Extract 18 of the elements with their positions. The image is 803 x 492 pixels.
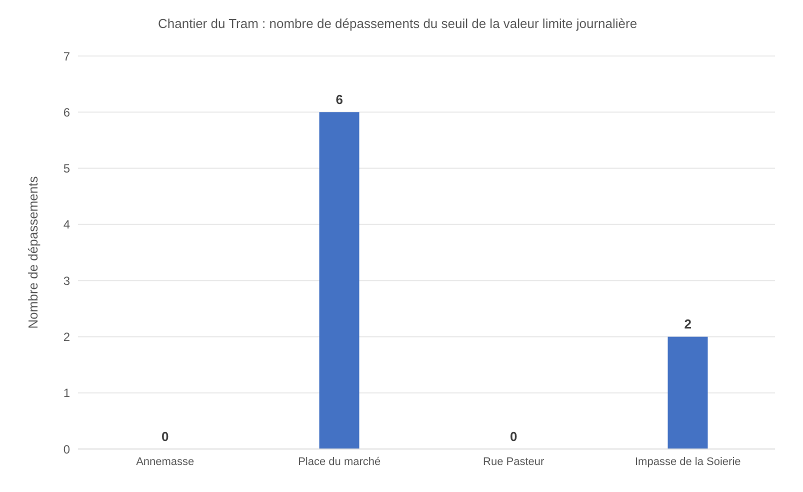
y-tick-label: 1 [63,386,70,400]
x-tick-label: Impasse de la Soierie [634,456,741,468]
y-tick-label: 6 [63,105,70,120]
data-label: 6 [336,92,343,108]
y-tick-label: 5 [63,162,70,176]
y-tick-label: 4 [63,218,70,232]
y-tick-label: 7 [63,49,70,64]
y-tick-label: 3 [63,274,70,288]
y-tick-label: 2 [63,330,70,344]
x-tick-label: Place du marché [298,456,381,468]
y-tick-label: 0 [63,442,70,456]
data-label: 0 [510,429,518,444]
chart-title: Chantier du Tram : nombre de dépassements du seuil de la valeur limite journalière [157,15,638,33]
data-label: 0 [162,429,169,444]
x-tick-label: Rue Pasteur [483,456,545,468]
x-tick-label: Annemasse [136,456,194,468]
y-axis-title: Nombre de dépassements [26,176,41,329]
data-label: 2 [684,316,692,332]
